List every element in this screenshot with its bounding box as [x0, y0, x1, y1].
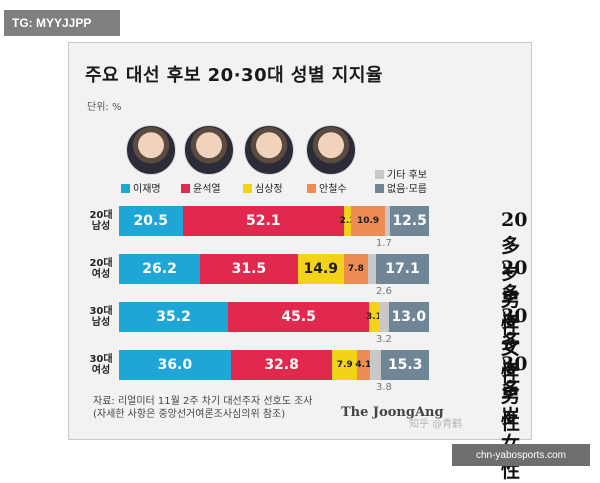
bar-segment: 4.1: [355, 350, 371, 380]
stacked-bar: 35.2 45.5 3.1 13.0: [119, 302, 429, 332]
row-label-line: 30대: [89, 306, 113, 317]
row-label: 30대 여성: [87, 354, 115, 376]
bar-segment: 20.5: [119, 206, 183, 236]
row-label-line: 여성: [91, 365, 111, 376]
row-label: 20대 남성: [87, 210, 115, 232]
legend-item-none: 없음·모름: [375, 180, 427, 195]
bar-segment: 13.0: [388, 302, 429, 332]
bar-segment: [367, 254, 376, 284]
bar-segment: 7.8: [343, 254, 368, 284]
chinese-row-caption: 20多岁女性: [501, 257, 528, 386]
legend-item-yoon: 윤석열: [181, 180, 221, 195]
row-label-line: 여성: [91, 269, 111, 280]
legend-item-ahn: 안철수: [307, 180, 347, 195]
row-label-line: 20대: [89, 210, 113, 221]
legend-swatch: [243, 184, 252, 193]
chart-title: 주요 대선 후보 20·30대 성별 지지율: [85, 65, 383, 86]
bar-segment: 45.5: [228, 302, 370, 332]
row-label-line: 남성: [91, 221, 111, 232]
legend-swatch: [307, 184, 316, 193]
bar-segment: 26.2: [119, 254, 201, 284]
stacked-bar: 36.0 32.8 7.9 4.1 15.3: [119, 350, 429, 380]
candidate-portrait-3: [239, 125, 299, 175]
channel-badge: TG: MYYJJPP: [4, 10, 120, 36]
bar-segment: 3.1: [366, 302, 382, 332]
bar-segment: 52.1: [182, 206, 345, 236]
source-line-2: (자세한 사항은 중앙선거여론조사심의위 참조): [93, 409, 286, 420]
legend-item-lee: 이재명: [121, 180, 161, 195]
bar-segment: 15.3: [381, 350, 429, 380]
bar-segment: [378, 302, 389, 332]
source-line-1: 자료: 리얼미터 11월 2주 차기 대선주자 선호도 조사: [93, 396, 313, 407]
chinese-row-caption: 30多岁男性: [501, 305, 528, 434]
bar-segment: 17.1: [376, 254, 429, 284]
bar-segment: 32.8: [230, 350, 333, 380]
bar-segment: 31.5: [200, 254, 298, 284]
domain-label: chn-yabosports.com: [452, 444, 590, 466]
bar-segment: 7.9: [332, 350, 357, 380]
bar-segment: 12.5: [390, 206, 429, 236]
row-label: 20대 여성: [87, 258, 115, 280]
row-label-line: 남성: [91, 317, 111, 328]
candidate-portrait-4: [301, 125, 361, 175]
legend-swatch: [181, 184, 190, 193]
row-label: 30대 남성: [87, 306, 115, 328]
row-label-line: 20대: [89, 258, 113, 269]
chinese-row-caption: 20多岁男性: [501, 209, 528, 338]
unit-label: 단위: %: [87, 102, 122, 113]
chart-card: 주요 대선 후보 20·30대 성별 지지율 단위: % 이재명 윤석열 심상정…: [68, 42, 532, 482]
bar-segment: [369, 350, 382, 380]
other-candidates-value: 3.2: [376, 334, 392, 345]
bar-segment: [384, 206, 391, 236]
bar-segment: 14.9: [297, 254, 344, 284]
bar-segment: 35.2: [119, 302, 229, 332]
bar-segment: 36.0: [119, 350, 231, 380]
legend-item-others: 기타 후보: [375, 166, 427, 181]
candidate-portrait-2: [179, 125, 239, 175]
bar-segment: 2.3: [340, 206, 356, 236]
stacked-bar: 20.5 52.1 2.3 10.9 12.5: [119, 206, 429, 236]
legend-swatch: [375, 184, 384, 193]
other-candidates-value: 1.7: [376, 238, 392, 249]
stacked-bar: 26.2 31.5 14.9 7.8 17.1: [119, 254, 429, 284]
row-label-line: 30대: [89, 354, 113, 365]
legend-swatch: [375, 170, 384, 179]
candidate-portrait-1: [121, 125, 181, 175]
other-candidates-value: 2.6: [376, 286, 392, 297]
legend-item-sim: 심상정: [243, 180, 283, 195]
watermark-text: 知乎 @青鹤: [409, 419, 463, 430]
other-candidates-value: 3.8: [376, 382, 392, 393]
legend-swatch: [121, 184, 130, 193]
bar-segment: 10.9: [351, 206, 385, 236]
publisher-logo: The JoongAng: [341, 405, 444, 420]
